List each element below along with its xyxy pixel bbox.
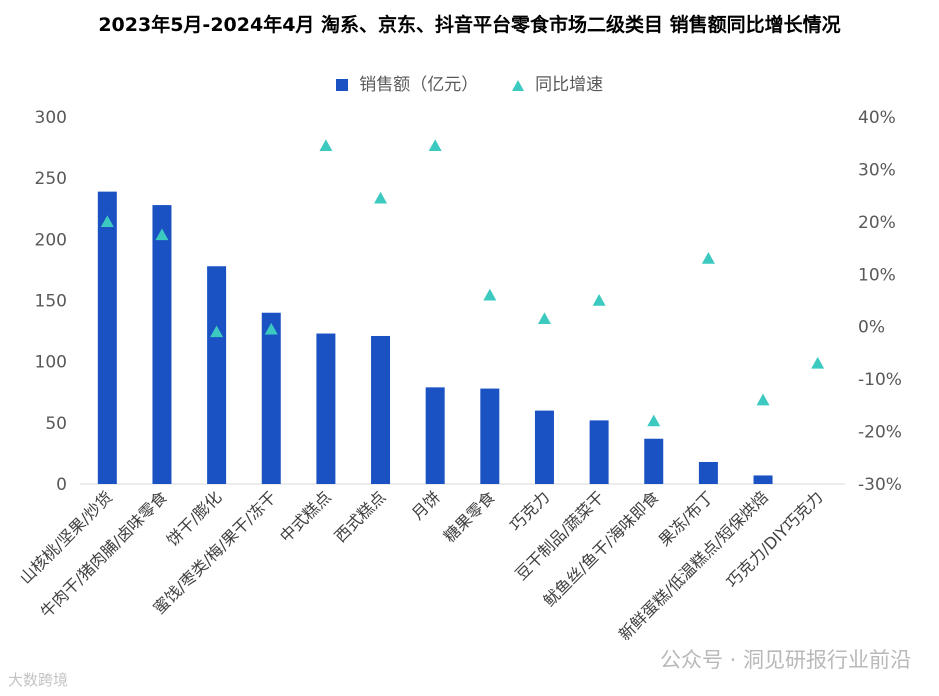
category-labels: 山核桃/坚果/炒货牛肉干/猪肉脯/卤味零食饼干/膨化蜜饯/枣类/梅/果干/冻干中… [16, 487, 827, 644]
category-label: 巧克力 [506, 487, 553, 534]
chart-legend: 销售额（亿元） 同比增速 [0, 70, 939, 95]
right-tick-label: -10% [858, 370, 902, 390]
category-label: 巧克力/DIY巧克力 [722, 487, 826, 591]
sales-bar [152, 205, 172, 484]
sales-bar [644, 438, 664, 484]
growth-marker [428, 139, 442, 152]
right-tick-label: -30% [858, 475, 902, 495]
legend-item-sales: 销售额（亿元） [335, 70, 479, 95]
chart-title: 2023年5月-2024年4月 淘系、京东、抖音平台零食市场二级类目 销售额同比… [98, 14, 841, 36]
left-tick-label: 150 [35, 292, 67, 312]
bar-series [97, 191, 773, 484]
growth-marker [756, 393, 770, 406]
growth-marker [647, 414, 661, 427]
sales-bar [316, 333, 336, 484]
growth-marker [811, 356, 825, 369]
left-tick-label: 100 [35, 353, 67, 373]
sales-bar [371, 335, 391, 484]
left-tick-label: 0 [56, 475, 67, 495]
right-tick-label: 40% [858, 108, 896, 128]
right-tick-label: -20% [858, 423, 902, 443]
sales-bar [261, 312, 281, 484]
legend-label-sales: 销售额（亿元） [359, 75, 479, 95]
watermark-right: 公众号 · 洞见研报行业前沿 [659, 648, 911, 672]
right-tick-label: 20% [858, 213, 896, 233]
category-label: 月饼 [408, 487, 444, 523]
legend-label-growth: 同比增速 [535, 75, 604, 95]
sales-bar [753, 475, 773, 484]
sales-bar [534, 410, 554, 484]
right-tick-label: 0% [858, 318, 885, 338]
left-axis-ticks: 0 50 100 150 200 250 300 [35, 108, 67, 495]
left-tick-label: 50 [45, 414, 67, 434]
growth-marker-series [100, 139, 825, 427]
watermark-left: 大数跨境 [8, 671, 69, 689]
growth-marker [483, 288, 497, 301]
growth-marker [374, 191, 388, 204]
triangle-legend-marker-icon [511, 79, 524, 91]
growth-marker [210, 325, 224, 338]
legend-item-growth: 同比增速 [511, 70, 604, 95]
category-label: 糖果零食 [440, 487, 499, 546]
growth-marker [264, 322, 278, 335]
growth-marker [592, 294, 606, 306]
growth-marker [537, 312, 551, 325]
sales-bar [480, 388, 500, 484]
left-tick-label: 250 [35, 169, 67, 189]
sales-bar [207, 266, 227, 484]
left-tick-label: 200 [35, 230, 67, 250]
category-label: 西式糕点 [331, 487, 390, 546]
growth-marker [701, 252, 715, 264]
bar-legend-swatch-icon [335, 79, 348, 91]
growth-marker [100, 215, 114, 228]
right-tick-label: 10% [858, 265, 896, 285]
category-label: 中式糕点 [276, 487, 335, 546]
right-tick-label: 30% [858, 160, 896, 180]
growth-marker [319, 139, 333, 152]
sales-bar [698, 461, 718, 484]
sales-bar [97, 191, 117, 484]
right-axis-ticks: -30% -20% -10% 0% 10% 20% 30% 40% [858, 108, 902, 495]
sales-bar [589, 420, 609, 484]
left-tick-label: 300 [35, 108, 67, 128]
growth-marker [155, 228, 169, 241]
category-label: 山核桃/坚果/炒货 [16, 487, 116, 587]
sales-bar [425, 387, 445, 484]
